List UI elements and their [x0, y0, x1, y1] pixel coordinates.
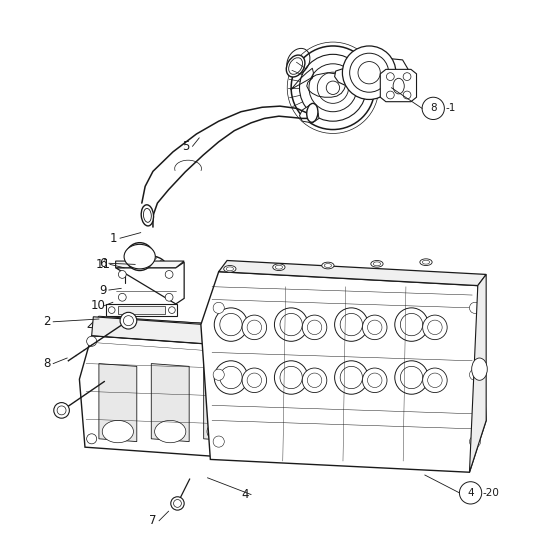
- Polygon shape: [99, 363, 137, 442]
- Circle shape: [335, 308, 368, 341]
- Text: 11: 11: [96, 258, 111, 271]
- Text: 9: 9: [99, 283, 106, 297]
- Circle shape: [118, 270, 126, 278]
- Circle shape: [109, 307, 115, 314]
- Circle shape: [248, 445, 258, 454]
- Circle shape: [362, 368, 387, 393]
- Circle shape: [302, 315, 327, 339]
- Circle shape: [171, 497, 184, 510]
- Circle shape: [386, 73, 394, 81]
- Circle shape: [403, 91, 411, 99]
- Polygon shape: [380, 69, 417, 102]
- Circle shape: [274, 361, 308, 394]
- Text: 5: 5: [183, 140, 190, 153]
- Circle shape: [165, 293, 173, 301]
- Ellipse shape: [134, 262, 150, 272]
- Ellipse shape: [155, 421, 186, 443]
- Circle shape: [165, 270, 173, 278]
- Circle shape: [274, 308, 308, 341]
- Circle shape: [469, 369, 480, 380]
- Ellipse shape: [307, 104, 318, 122]
- Circle shape: [242, 315, 267, 339]
- Text: 8: 8: [430, 104, 437, 113]
- Circle shape: [302, 368, 327, 393]
- Ellipse shape: [371, 260, 383, 267]
- Polygon shape: [115, 262, 184, 304]
- Ellipse shape: [286, 55, 305, 77]
- Text: 7: 7: [149, 514, 157, 527]
- Polygon shape: [92, 317, 269, 348]
- Ellipse shape: [129, 255, 167, 279]
- Circle shape: [87, 336, 97, 346]
- Circle shape: [87, 434, 97, 444]
- Circle shape: [395, 308, 428, 341]
- Polygon shape: [106, 304, 178, 316]
- Circle shape: [423, 315, 447, 339]
- Polygon shape: [88, 316, 263, 338]
- Circle shape: [422, 97, 445, 119]
- Text: 6: 6: [99, 257, 106, 270]
- Ellipse shape: [322, 262, 334, 269]
- Ellipse shape: [420, 259, 432, 265]
- Circle shape: [214, 361, 248, 394]
- Text: -20: -20: [483, 488, 500, 498]
- Circle shape: [291, 46, 375, 129]
- Ellipse shape: [102, 421, 133, 443]
- Circle shape: [423, 368, 447, 393]
- Circle shape: [469, 302, 480, 314]
- Circle shape: [54, 403, 69, 418]
- Circle shape: [342, 46, 396, 100]
- Circle shape: [169, 307, 175, 314]
- Ellipse shape: [273, 264, 285, 270]
- Text: -1: -1: [446, 104, 456, 113]
- Circle shape: [335, 361, 368, 394]
- Circle shape: [213, 369, 224, 380]
- Circle shape: [469, 436, 480, 447]
- Circle shape: [459, 482, 482, 504]
- Text: 8: 8: [43, 357, 50, 370]
- Polygon shape: [118, 306, 165, 314]
- Text: 4: 4: [467, 488, 474, 498]
- Text: 10: 10: [91, 299, 105, 312]
- Ellipse shape: [165, 262, 175, 270]
- Circle shape: [214, 308, 248, 341]
- Circle shape: [242, 368, 267, 393]
- Polygon shape: [469, 274, 486, 472]
- Ellipse shape: [124, 244, 155, 269]
- Ellipse shape: [207, 421, 238, 443]
- Text: 1: 1: [110, 232, 118, 245]
- Polygon shape: [335, 58, 408, 88]
- Circle shape: [362, 315, 387, 339]
- Circle shape: [248, 347, 258, 357]
- Polygon shape: [300, 105, 319, 123]
- Polygon shape: [80, 336, 269, 459]
- Ellipse shape: [224, 265, 236, 272]
- Circle shape: [118, 293, 126, 301]
- Ellipse shape: [472, 358, 487, 380]
- Circle shape: [120, 312, 137, 329]
- Circle shape: [403, 73, 411, 81]
- Polygon shape: [219, 260, 486, 286]
- Circle shape: [213, 436, 224, 447]
- Polygon shape: [201, 272, 486, 472]
- Circle shape: [126, 242, 153, 270]
- Polygon shape: [204, 363, 241, 442]
- Circle shape: [395, 361, 428, 394]
- Polygon shape: [115, 261, 184, 268]
- Polygon shape: [151, 363, 189, 442]
- Text: 2: 2: [43, 315, 51, 328]
- Circle shape: [213, 302, 224, 314]
- Text: 4: 4: [241, 488, 249, 501]
- Ellipse shape: [141, 205, 153, 226]
- Circle shape: [386, 91, 394, 99]
